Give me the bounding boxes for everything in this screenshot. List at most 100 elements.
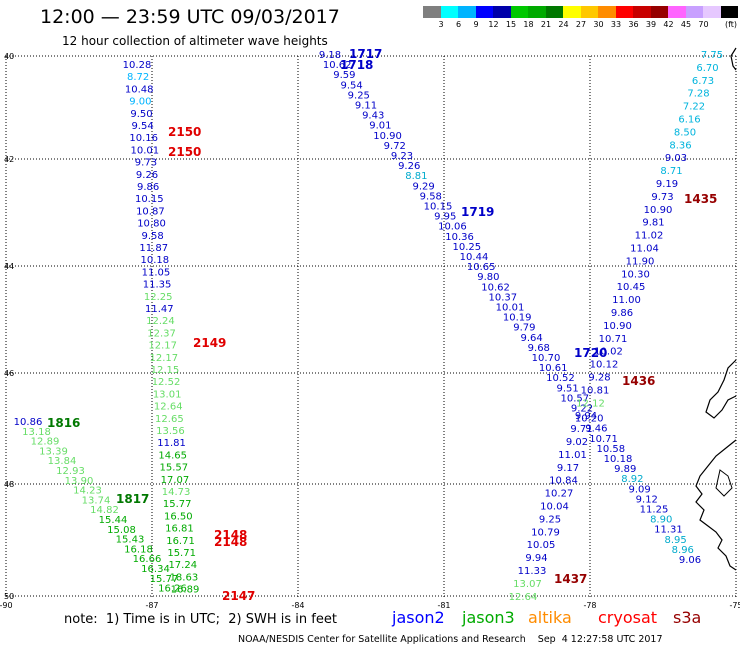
wave-height-label: 10.44	[460, 252, 489, 263]
wave-height-label: 9.50	[130, 109, 152, 120]
wave-height-label: 10.36	[445, 232, 474, 243]
pass-time-label: 1437	[554, 572, 587, 586]
colorbar-swatch	[615, 6, 633, 18]
latitude-tick-label: 44	[4, 262, 14, 271]
colorbar-label: 18	[523, 20, 534, 29]
wave-height-label: 14.65	[158, 450, 187, 461]
coastline-shape	[730, 47, 737, 71]
colorbar-swatch	[475, 6, 493, 18]
wave-height-label: 9.17	[557, 463, 579, 474]
wave-height-label: 9.28	[588, 373, 610, 384]
latitude-tick-label: 42	[4, 155, 14, 164]
wave-height-label: 12.17	[149, 353, 178, 364]
colorbar-swatch	[650, 6, 668, 18]
wave-height-label: 9.29	[412, 181, 434, 192]
wave-height-label: 16.26	[158, 584, 187, 595]
colorbar-unit: (ft)	[724, 20, 738, 29]
wave-height-label: 12.64	[154, 402, 183, 413]
wave-height-label: 10.57	[560, 393, 589, 404]
wave-height-label: 8.92	[621, 474, 643, 485]
wave-height-label: 9.25	[348, 90, 370, 101]
wave-height-label: 9.64	[520, 333, 542, 344]
wave-height-label: 12.52	[152, 377, 181, 388]
wave-height-label: 10.70	[532, 353, 561, 364]
wave-height-label: 10.12	[590, 360, 619, 371]
colorbar-swatch	[440, 6, 458, 18]
wave-height-label: 9.80	[477, 272, 499, 283]
wave-height-label: 10.28	[123, 60, 152, 71]
map-grid	[5, 55, 737, 598]
colorbar-swatch	[703, 6, 721, 18]
colorbar-label: 9	[473, 20, 479, 29]
colorbar-label: 45	[680, 20, 692, 29]
wave-height-points: 10.288.7210.489.009.509.5410.1610.019.73…	[14, 50, 723, 603]
wave-height-label: 9.18	[319, 50, 341, 61]
wave-height-label: 12.15	[151, 365, 180, 376]
pass-time-label: 1817	[116, 492, 149, 506]
wave-height-label: 10.30	[621, 269, 650, 280]
colorbar-swatch	[633, 6, 651, 18]
wave-height-label: 9.43	[362, 111, 384, 122]
legend-item-jason2: jason2	[392, 608, 445, 627]
wave-height-label: 15.71	[167, 548, 196, 559]
wave-height-label: 10.04	[540, 502, 569, 513]
wave-height-label: 18.63	[170, 572, 199, 583]
wave-height-label: 10.86	[14, 417, 43, 428]
wave-height-label: 9.02	[566, 437, 588, 448]
colorbar-swatch	[458, 6, 476, 18]
colorbar-swatch	[685, 6, 703, 18]
legend-item-cryosat: cryosat	[598, 608, 658, 627]
pass-time-label: 1718	[340, 58, 373, 72]
wave-height-label: 8.72	[127, 72, 149, 83]
wave-height-label: 11.33	[518, 566, 547, 577]
wave-height-label: 9.73	[135, 158, 157, 169]
pass-time-label: 2150	[168, 125, 201, 139]
wave-height-label: 16.34	[141, 564, 170, 575]
island-shape	[715, 469, 733, 497]
legend-item-altika: altika	[528, 608, 572, 627]
longitude-tick-label: -75	[729, 601, 740, 610]
colorbar-swatch	[668, 6, 686, 18]
wave-height-label: 7.75	[701, 50, 723, 61]
wave-height-label: 10.80	[137, 219, 166, 230]
wave-height-label: 9.68	[528, 343, 550, 354]
colorbar-swatch	[528, 6, 546, 18]
wave-height-label: 9.95	[434, 212, 456, 223]
wave-height-label: 10.18	[604, 454, 633, 465]
wave-height-label: 15.44	[99, 515, 128, 526]
wave-height-label: 10.62	[323, 60, 352, 71]
wave-height-label: 12.12	[576, 398, 605, 409]
wave-height-label: 11.05	[142, 267, 171, 278]
wave-height-label: 9.81	[642, 218, 664, 229]
wave-height-label: 9.00	[129, 97, 151, 108]
wave-height-label: 8.36	[669, 140, 691, 151]
wave-height-label: 16.71	[166, 536, 195, 547]
wave-height-label: 9.06	[679, 555, 701, 566]
wave-height-label: 13.01	[153, 389, 182, 400]
wave-height-label: 10.65	[467, 262, 496, 273]
wave-height-label: 11.01	[558, 450, 587, 461]
wave-height-label: 9.94	[525, 553, 547, 564]
wave-height-label: 9.26	[136, 170, 158, 181]
wave-height-label: 10.52	[546, 373, 575, 384]
pass-time-label: 2148	[214, 535, 247, 549]
colorbar-label: 12	[488, 20, 499, 29]
wave-height-label: 12.65	[155, 414, 184, 425]
wave-height-label: 9.59	[333, 70, 355, 81]
wave-height-label: 14.82	[90, 505, 119, 516]
pass-time-label: 1435	[684, 192, 717, 206]
colorbar-label: 42	[663, 20, 674, 29]
wave-height-label: 13.90	[65, 476, 94, 487]
wave-height-label: 9.71	[570, 424, 592, 435]
wave-height-label: 13.56	[156, 426, 185, 437]
wave-height-label: 10.15	[424, 202, 453, 213]
pass-time-label: 2150	[168, 145, 201, 159]
wave-height-label: 10.18	[141, 255, 170, 266]
pass-time-label: 2147	[222, 589, 255, 603]
wave-height-label: 9.01	[369, 121, 391, 132]
footer-credit: NOAA/NESDIS Center for Satellite Applica…	[238, 634, 663, 645]
wave-height-label: 17.24	[168, 560, 197, 571]
pass-time-label: 2148	[214, 528, 247, 542]
latitude-tick-label: 40	[4, 52, 14, 61]
pass-time-label: 1816	[47, 416, 80, 430]
